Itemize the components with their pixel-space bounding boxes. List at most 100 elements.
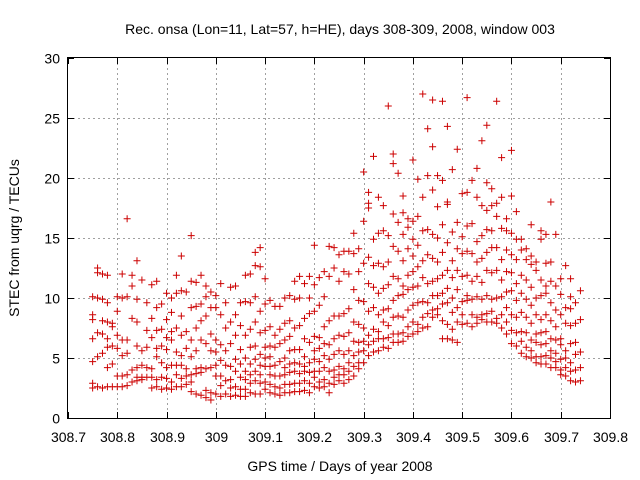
data-point [389,313,397,321]
data-point [286,317,294,325]
data-point [296,360,304,368]
data-point [374,193,382,201]
data-point [404,215,412,223]
data-point [305,379,313,387]
data-point [478,202,486,210]
data-point [399,290,407,298]
data-point [276,384,284,392]
data-point [320,323,328,331]
data-point [438,176,446,184]
data-point [350,286,358,294]
data-point [138,361,146,369]
data-point [310,347,318,355]
data-point [394,275,402,283]
data-point [345,347,353,355]
data-point [89,335,97,343]
data-point [448,274,456,282]
data-point [246,379,254,387]
data-point [576,348,584,356]
data-point [552,230,560,238]
data-point [153,376,161,384]
x-tick-label: 309.3 [347,429,382,445]
data-point [236,360,244,368]
data-point [158,385,166,393]
data-point [572,319,580,327]
data-point [360,337,368,345]
data-point [148,373,156,381]
data-point [227,362,235,370]
data-point [360,217,368,225]
data-point [488,185,496,193]
data-point [192,390,200,398]
data-point [419,324,427,332]
data-point [123,215,131,223]
data-point [163,384,171,392]
data-point [493,97,501,105]
data-point [340,379,348,387]
data-point [527,347,535,355]
y-tick-label: 25 [44,111,60,127]
data-point [434,172,442,180]
data-point [266,353,274,361]
data-point [394,338,402,346]
data-point [517,337,525,345]
data-point [158,359,166,367]
data-point [438,97,446,105]
data-point [522,343,530,351]
data-point [103,318,111,326]
data-point [443,335,451,343]
data-point [384,305,392,313]
data-point [350,337,358,345]
data-point [266,371,274,379]
data-point [355,338,363,346]
data-point [330,380,338,388]
data-point [256,263,264,271]
y-tick-label: 20 [44,171,60,187]
data-point [434,234,442,242]
data-point [241,385,249,393]
data-point [369,235,377,243]
data-point [557,355,565,363]
data-point [389,296,397,304]
data-point [478,295,486,303]
data-point [276,340,284,348]
data-point [488,202,496,210]
data-point [167,328,175,336]
data-point [414,263,422,271]
data-point [438,248,446,256]
x-axis-label: GPS time / Days of year 2008 [247,458,432,474]
data-point [394,330,402,338]
data-point [537,235,545,243]
data-point [98,317,106,325]
data-point [246,270,254,278]
data-point [453,286,461,294]
data-point [517,289,525,297]
data-point [261,300,269,308]
data-point [345,376,353,384]
data-point [374,328,382,336]
data-point [163,316,171,324]
y-tick-label: 10 [44,291,60,307]
data-point [434,305,442,313]
data-point [232,311,240,319]
data-point [507,326,515,334]
data-point [399,230,407,238]
data-point [182,288,190,296]
data-point [557,341,565,349]
data-point [340,310,348,318]
data-point [310,241,318,249]
data-point [227,376,235,384]
data-point [498,256,506,264]
data-point [271,343,279,351]
data-point [108,342,116,350]
data-point [483,248,491,256]
data-point [98,384,106,392]
data-point [212,304,220,312]
data-point [167,308,175,316]
data-point [232,355,240,363]
data-point [212,336,220,344]
data-point [172,289,180,297]
data-point [503,268,511,276]
data-point [266,323,274,331]
